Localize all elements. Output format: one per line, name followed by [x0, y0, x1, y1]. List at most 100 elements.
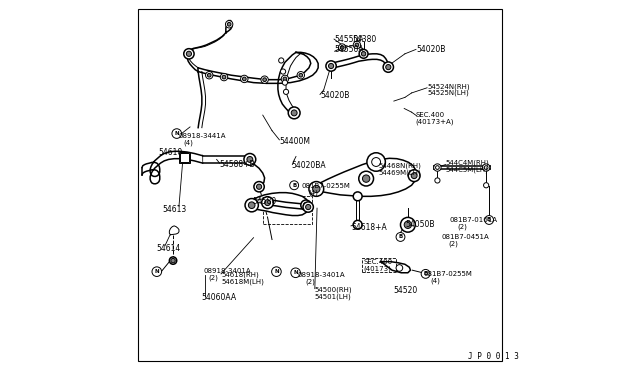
- Circle shape: [359, 49, 368, 58]
- Text: 081B7-0451A: 081B7-0451A: [441, 234, 489, 240]
- Circle shape: [401, 217, 415, 232]
- Text: 54610: 54610: [158, 148, 182, 157]
- Text: 54020BA: 54020BA: [292, 161, 326, 170]
- Text: 54020B: 54020B: [320, 91, 349, 100]
- Circle shape: [248, 202, 255, 209]
- Circle shape: [262, 197, 273, 209]
- Text: 54469M(LH): 54469M(LH): [378, 169, 421, 176]
- Text: 54524N(RH): 54524N(RH): [427, 83, 470, 90]
- Circle shape: [421, 269, 430, 278]
- Circle shape: [353, 220, 362, 229]
- Circle shape: [484, 215, 493, 224]
- Text: 54580: 54580: [253, 197, 277, 206]
- Circle shape: [353, 41, 360, 49]
- Circle shape: [243, 77, 246, 81]
- Text: N: N: [293, 270, 298, 275]
- Text: (2): (2): [458, 223, 467, 230]
- Text: 54520: 54520: [394, 286, 418, 295]
- Circle shape: [484, 183, 489, 188]
- Circle shape: [172, 129, 182, 138]
- FancyBboxPatch shape: [180, 153, 189, 162]
- Circle shape: [326, 61, 336, 71]
- Text: 54550A: 54550A: [334, 35, 364, 44]
- Circle shape: [170, 257, 177, 264]
- Text: 54500(RH): 54500(RH): [315, 287, 353, 294]
- Circle shape: [355, 43, 359, 47]
- Circle shape: [225, 20, 233, 28]
- Circle shape: [484, 166, 488, 169]
- Circle shape: [222, 75, 226, 79]
- Text: B: B: [424, 272, 428, 276]
- Circle shape: [220, 73, 228, 81]
- Text: 54380: 54380: [353, 35, 377, 44]
- Circle shape: [299, 73, 303, 77]
- Circle shape: [288, 107, 300, 119]
- Circle shape: [291, 268, 300, 278]
- Text: (2): (2): [305, 279, 315, 285]
- Circle shape: [353, 192, 362, 201]
- Text: 08918-3401A: 08918-3401A: [204, 268, 252, 274]
- Circle shape: [254, 182, 264, 192]
- Circle shape: [171, 259, 175, 263]
- Text: (4): (4): [184, 140, 193, 146]
- Text: 54020B: 54020B: [416, 45, 445, 54]
- Circle shape: [284, 89, 289, 94]
- Bar: [263, 196, 312, 224]
- Polygon shape: [316, 158, 417, 196]
- Circle shape: [283, 77, 287, 81]
- Circle shape: [261, 76, 268, 83]
- Circle shape: [227, 22, 231, 26]
- Circle shape: [297, 71, 305, 79]
- Text: N: N: [154, 269, 159, 274]
- Text: N: N: [274, 269, 279, 274]
- Text: 544C5M(LH): 544C5M(LH): [445, 167, 488, 173]
- Text: 54400M: 54400M: [280, 137, 310, 146]
- Circle shape: [411, 173, 417, 179]
- Circle shape: [303, 202, 314, 212]
- Circle shape: [309, 182, 324, 196]
- Text: 081B7-0255M: 081B7-0255M: [301, 183, 351, 189]
- Text: 54550A: 54550A: [334, 45, 364, 54]
- Text: 54588+B: 54588+B: [220, 160, 255, 169]
- Circle shape: [396, 232, 405, 241]
- Circle shape: [367, 153, 385, 171]
- Circle shape: [247, 157, 253, 162]
- Text: 54501(LH): 54501(LH): [315, 294, 351, 300]
- Text: B: B: [292, 183, 296, 188]
- Text: 544C4M(RH): 544C4M(RH): [445, 160, 490, 166]
- Text: 54618M(LH): 54618M(LH): [221, 278, 264, 285]
- Circle shape: [152, 267, 162, 276]
- Circle shape: [372, 158, 381, 166]
- Text: N: N: [175, 131, 179, 136]
- Circle shape: [339, 44, 346, 51]
- Circle shape: [205, 71, 213, 79]
- Text: (4): (4): [431, 277, 441, 284]
- Text: B: B: [398, 234, 403, 240]
- Circle shape: [386, 64, 391, 70]
- Circle shape: [396, 264, 403, 271]
- Circle shape: [362, 175, 370, 182]
- Text: 54614: 54614: [157, 244, 181, 253]
- Polygon shape: [249, 193, 309, 215]
- Text: (2): (2): [449, 240, 458, 247]
- Circle shape: [408, 170, 420, 182]
- Circle shape: [435, 178, 440, 183]
- Circle shape: [280, 69, 285, 74]
- Text: J P 0 0 1 3: J P 0 0 1 3: [468, 352, 518, 361]
- Text: (4): (4): [308, 189, 318, 196]
- Circle shape: [282, 80, 287, 85]
- Circle shape: [404, 221, 412, 228]
- Circle shape: [328, 63, 333, 68]
- Circle shape: [303, 203, 308, 208]
- Circle shape: [184, 49, 194, 59]
- Text: 54060AA: 54060AA: [201, 293, 236, 302]
- Circle shape: [306, 205, 311, 210]
- Circle shape: [483, 164, 490, 171]
- Text: 54618+A: 54618+A: [351, 223, 387, 232]
- Circle shape: [290, 181, 299, 190]
- Circle shape: [359, 171, 374, 186]
- Circle shape: [434, 164, 441, 171]
- Text: 54468N(RH): 54468N(RH): [378, 163, 421, 169]
- Text: 54525N(LH): 54525N(LH): [427, 90, 469, 96]
- Circle shape: [245, 199, 259, 212]
